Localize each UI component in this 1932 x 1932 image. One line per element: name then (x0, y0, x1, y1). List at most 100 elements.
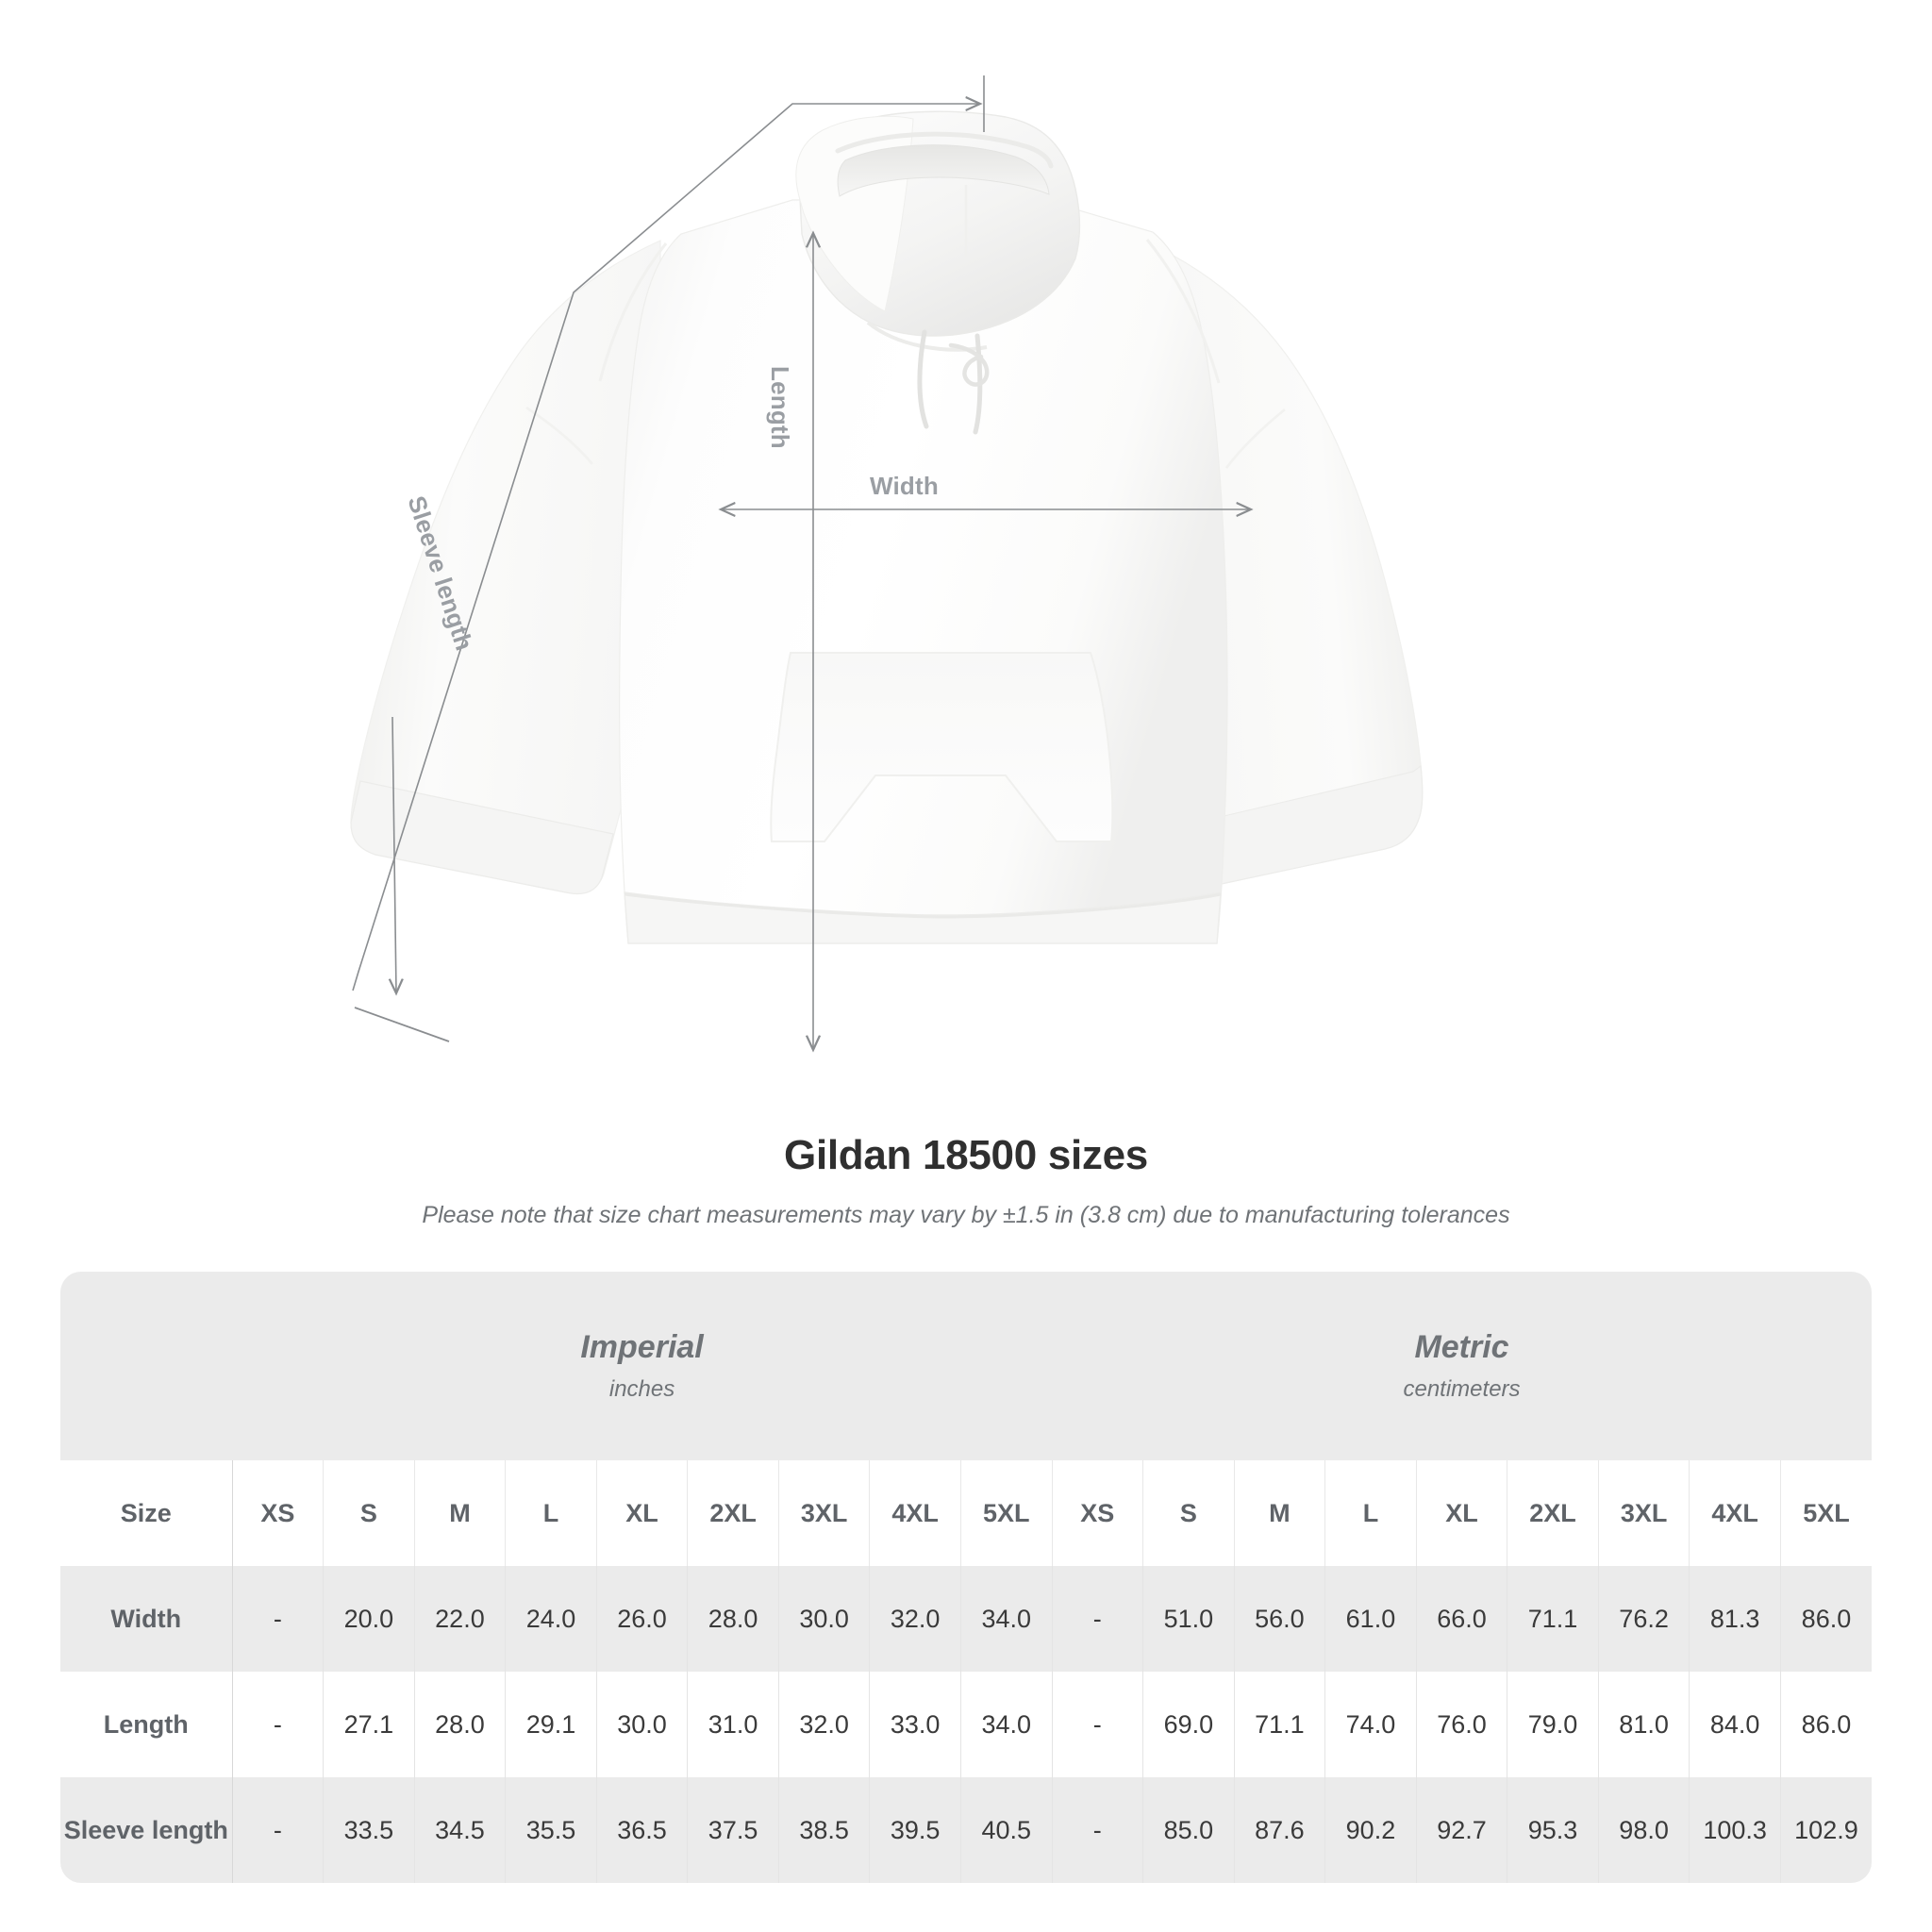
right-shoulder-seam (1145, 239, 1221, 384)
size-header-imperial-xl: XL (596, 1460, 689, 1566)
cell-length-metric-xs: - (1051, 1672, 1144, 1777)
size-header-metric-l: L (1324, 1460, 1417, 1566)
row-header-sleeve-length: Sleeve length (60, 1777, 233, 1883)
unit-group-subtitle: inches (608, 1375, 675, 1402)
cell-sleeve-length-metric-l: 90.2 (1324, 1777, 1417, 1883)
size-header-row: Size XS S M L XL 2XL 3XL 4XL 5XL XS S M L XL 2XL 3XL 4XL 5… (60, 1460, 1872, 1566)
size-header-imperial-2xl: 2XL (687, 1460, 779, 1566)
cell-sleeve-length-metric-xs: - (1051, 1777, 1144, 1883)
hoodie-shape (350, 110, 1424, 944)
size-header-imperial-s: S (323, 1460, 415, 1566)
cell-width-imperial-4xl: 32.0 (869, 1566, 961, 1672)
cell-sleeve-length-metric-xl: 92.7 (1416, 1777, 1508, 1883)
unit-group-metric: Metric centimeters (1052, 1272, 1872, 1460)
cell-length-metric-s: 69.0 (1142, 1672, 1235, 1777)
right-sleeve-seam (1224, 408, 1286, 469)
cell-width-metric-4xl: 81.3 (1689, 1566, 1781, 1672)
cell-length-metric-2xl: 79.0 (1507, 1672, 1599, 1777)
unit-group-subtitle: centimeters (1403, 1375, 1521, 1402)
cell-width-metric-xl: 66.0 (1416, 1566, 1508, 1672)
size-header-metric-s: S (1142, 1460, 1235, 1566)
tolerance-note: Please note that size chart measurements… (422, 1201, 1510, 1228)
size-header-metric-4xl: 4XL (1689, 1460, 1781, 1566)
unit-group-name: Imperial (580, 1329, 704, 1366)
cell-width-imperial-l: 24.0 (505, 1566, 597, 1672)
hood-ribbing (835, 131, 1054, 169)
size-header-metric-xl: XL (1416, 1460, 1508, 1566)
size-header-imperial-3xl: 3XL (778, 1460, 871, 1566)
table-row: Length -27.1 28.0 29.1 30.0 31.0 32.0 33.0 34.0-… (60, 1672, 1872, 1777)
size-header-imperial-5xl: 5XL (960, 1460, 1053, 1566)
cell-width-imperial-3xl: 30.0 (778, 1566, 871, 1672)
cell-sleeve-length-imperial-m: 34.5 (414, 1777, 507, 1883)
page-title: Gildan 18500 sizes (784, 1132, 1148, 1178)
row-header-length: Length (60, 1672, 233, 1777)
cell-sleeve-length-metric-5xl: 102.9 (1780, 1777, 1872, 1883)
cell-width-imperial-m: 22.0 (414, 1566, 507, 1672)
size-header-metric-m: M (1234, 1460, 1326, 1566)
cell-length-metric-m: 71.1 (1234, 1672, 1326, 1777)
hem-seam (624, 892, 1222, 919)
cell-sleeve-length-metric-m: 87.6 (1234, 1777, 1326, 1883)
size-column-header: Size (60, 1460, 233, 1566)
cell-sleeve-length-imperial-l: 35.5 (505, 1777, 597, 1883)
cell-sleeve-length-metric-s: 85.0 (1142, 1777, 1235, 1883)
cell-sleeve-length-metric-3xl: 98.0 (1598, 1777, 1690, 1883)
cell-width-imperial-xl: 26.0 (596, 1566, 689, 1672)
cell-width-imperial-xs: - (232, 1566, 325, 1672)
cell-length-imperial-s: 27.1 (323, 1672, 415, 1777)
cell-sleeve-length-imperial-s: 33.5 (323, 1777, 415, 1883)
cell-length-imperial-m: 28.0 (414, 1672, 507, 1777)
hood-opening (837, 144, 1050, 197)
cell-width-imperial-5xl: 34.0 (960, 1566, 1053, 1672)
garment-diagram: Length Width Sleeve length (350, 75, 1424, 1113)
cell-length-imperial-xl: 30.0 (596, 1672, 689, 1777)
cell-width-metric-3xl: 76.2 (1598, 1566, 1690, 1672)
drawstring-right (973, 333, 983, 435)
size-table-container: Imperial inches Metric centimeters Size XS S M L… (60, 1272, 1872, 1883)
cell-length-metric-4xl: 84.0 (1689, 1672, 1781, 1777)
size-header-imperial-m: M (414, 1460, 507, 1566)
cell-sleeve-length-imperial-4xl: 39.5 (869, 1777, 961, 1883)
width-dimension-label: Width (870, 472, 939, 500)
measurement-lines (352, 75, 1250, 1049)
unit-header-row: Imperial inches Metric centimeters (60, 1272, 1872, 1460)
cell-length-imperial-xs: - (232, 1672, 325, 1777)
size-header-metric-5xl: 5XL (1780, 1460, 1872, 1566)
cell-length-metric-l: 74.0 (1324, 1672, 1417, 1777)
cell-sleeve-length-imperial-xl: 36.5 (596, 1777, 689, 1883)
cell-length-metric-5xl: 86.0 (1780, 1672, 1872, 1777)
size-header-imperial-xs: XS (232, 1460, 325, 1566)
cell-sleeve-length-imperial-3xl: 38.5 (778, 1777, 871, 1883)
length-dimension-label: Length (766, 366, 794, 449)
chart-title-block: Gildan 18500 sizes Please note that size… (0, 1132, 1932, 1229)
size-header-metric-3xl: 3XL (1598, 1460, 1690, 1566)
left-sleeve-seam (525, 406, 593, 465)
cell-sleeve-length-metric-2xl: 95.3 (1507, 1777, 1599, 1883)
cell-width-metric-l: 61.0 (1324, 1566, 1417, 1672)
cell-sleeve-length-imperial-2xl: 37.5 (687, 1777, 779, 1883)
table-row: Width -20.0 22.0 24.0 26.0 28.0 30.0 32.0 34.0-5… (60, 1566, 1872, 1672)
unit-group-name: Metric (1414, 1329, 1509, 1366)
cell-length-imperial-2xl: 31.0 (687, 1672, 779, 1777)
size-header-imperial-4xl: 4XL (869, 1460, 961, 1566)
size-header-metric-xs: XS (1051, 1460, 1144, 1566)
size-header-metric-2xl: 2XL (1507, 1460, 1599, 1566)
size-table: Imperial inches Metric centimeters Size XS S M L… (60, 1272, 1872, 1883)
cell-width-imperial-2xl: 28.0 (687, 1566, 779, 1672)
cell-width-imperial-s: 20.0 (323, 1566, 415, 1672)
drawstring-left (917, 329, 929, 429)
cell-width-metric-5xl: 86.0 (1780, 1566, 1872, 1672)
kangaroo-pocket (770, 652, 1114, 842)
cell-sleeve-length-imperial-5xl: 40.5 (960, 1777, 1053, 1883)
cell-length-metric-xl: 76.0 (1416, 1672, 1508, 1777)
unit-header-spacer (60, 1272, 233, 1460)
left-shoulder-seam (598, 242, 668, 382)
cell-sleeve-length-metric-4xl: 100.3 (1689, 1777, 1781, 1883)
cell-length-imperial-5xl: 34.0 (960, 1672, 1053, 1777)
cell-width-metric-xs: - (1051, 1566, 1144, 1672)
left-cuff (350, 780, 614, 895)
size-header-imperial-l: L (505, 1460, 597, 1566)
cell-sleeve-length-imperial-xs: - (232, 1777, 325, 1883)
